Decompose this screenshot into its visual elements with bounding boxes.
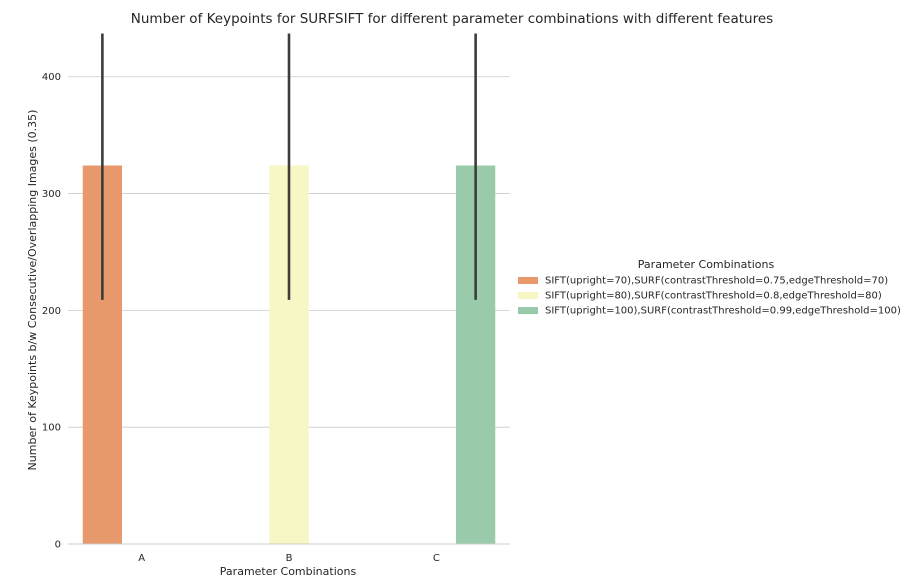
legend-swatch <box>518 307 538 314</box>
legend-entry: SIFT(upright=70),SURF(contrastThreshold=… <box>545 276 888 287</box>
y-tick-label: 300 <box>42 189 61 200</box>
legend-swatch <box>518 277 538 284</box>
x-tick-label: A <box>138 553 145 564</box>
x-tick-label: B <box>286 553 293 564</box>
legend-entry: SIFT(upright=80),SURF(contrastThreshold=… <box>545 291 882 302</box>
legend-swatch <box>518 292 538 299</box>
y-tick-label: 400 <box>42 72 61 83</box>
legend-title: Parameter Combinations <box>638 258 775 271</box>
x-tick-label: C <box>433 553 440 564</box>
y-tick-label: 0 <box>55 540 61 551</box>
y-axis-label: Number of Keypoints b/w Consecutive/Over… <box>26 110 39 471</box>
x-tick-labels: A B C <box>138 553 440 564</box>
error-bars <box>101 33 477 300</box>
legend-entry: SIFT(upright=100),SURF(contrastThreshold… <box>545 306 901 317</box>
y-tick-label: 200 <box>42 306 61 317</box>
chart-title: Number of Keypoints for SURFSIFT for dif… <box>131 11 773 27</box>
y-tick-labels: 0 100 200 300 400 <box>42 72 61 550</box>
legend: Parameter Combinations SIFT(upright=70),… <box>518 258 901 317</box>
x-axis-label: Parameter Combinations <box>220 565 357 576</box>
y-tick-label: 100 <box>42 423 61 434</box>
